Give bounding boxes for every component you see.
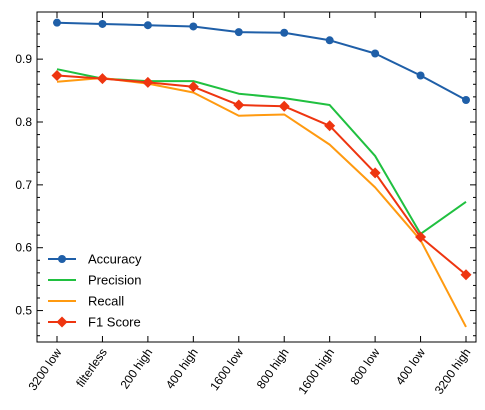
data-point-accuracy (189, 22, 198, 31)
plot-layer (51, 18, 472, 328)
x-tick-label: 800 high (254, 346, 292, 392)
data-point-f1-score (51, 69, 63, 81)
legend-label-recall: Recall (88, 294, 124, 309)
legend-marker-accuracy (58, 255, 66, 263)
x-tick-label: 800 low (347, 345, 382, 387)
data-point-f1-score (324, 120, 336, 132)
data-point-f1-score (415, 231, 427, 243)
data-point-f1-score (278, 100, 290, 112)
data-point-accuracy (234, 28, 243, 37)
data-point-accuracy (98, 19, 107, 28)
x-tick-label: 400 high (163, 346, 201, 392)
data-point-accuracy (371, 49, 380, 58)
legend-label-f1-score: F1 Score (88, 315, 141, 330)
data-point-accuracy (462, 96, 470, 104)
data-point-f1-score (96, 73, 108, 85)
x-tick-label: 200 high (117, 346, 155, 392)
x-tick-label: 3200 low (25, 345, 64, 393)
x-tick-label: 1600 high (295, 346, 337, 397)
legend-label-precision: Precision (88, 273, 141, 288)
series-line-f1-score (56, 74, 467, 276)
x-tick-label: 400 low (393, 345, 428, 387)
data-point-f1-score (233, 99, 245, 111)
data-point-accuracy (53, 18, 61, 27)
legend-marker-f1-score (56, 316, 68, 328)
series-line-precision (56, 68, 467, 235)
data-point-accuracy (280, 28, 289, 37)
x-tick-label: filterless (73, 346, 110, 390)
data-point-f1-score (460, 269, 472, 281)
y-tick-label: 0.9 (15, 52, 32, 66)
data-point-f1-score (369, 167, 381, 179)
data-point-accuracy (325, 36, 334, 45)
series-line-accuracy (56, 21, 467, 101)
x-tick-label: 3200 high (432, 346, 474, 397)
data-point-f1-score (187, 81, 199, 93)
y-tick-label: 0.5 (15, 304, 32, 318)
series-line-recall (56, 77, 467, 328)
data-point-accuracy (143, 21, 152, 30)
plot-frame (36, 11, 477, 343)
legend-label-accuracy: Accuracy (88, 252, 142, 267)
y-tick-label: 0.8 (15, 115, 32, 129)
y-tick-label: 0.6 (15, 241, 32, 255)
x-tick-label: 1600 low (207, 345, 246, 393)
data-point-accuracy (416, 71, 425, 80)
y-tick-label: 0.7 (15, 178, 32, 192)
legend: Accuracy Precision Recall F1 Score (48, 252, 142, 330)
data-point-f1-score (142, 76, 154, 88)
